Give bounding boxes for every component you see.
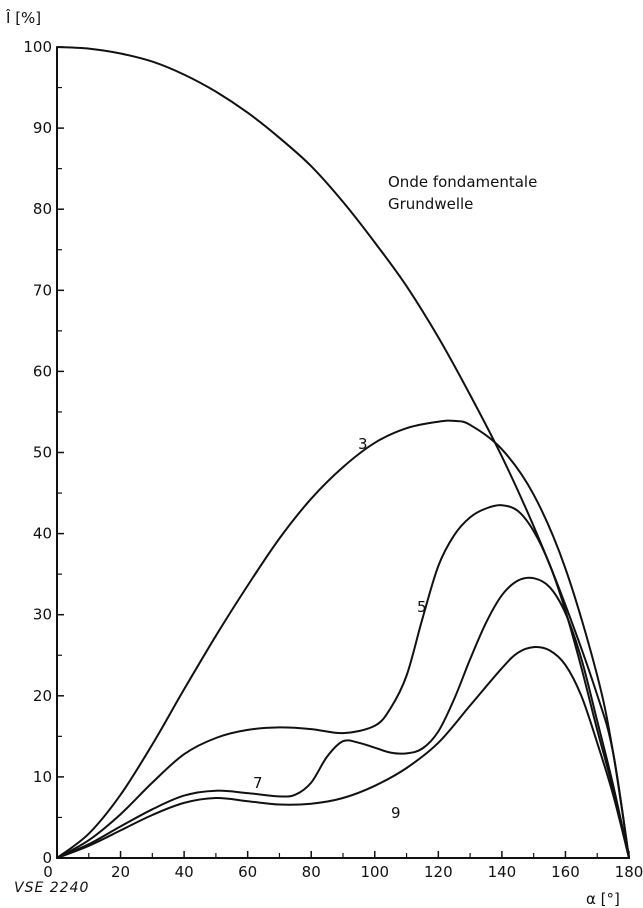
series-line-harmonic-5 (56, 504, 630, 859)
y-tick-label: 90 (33, 119, 52, 137)
y-tick-label: 20 (33, 687, 52, 705)
x-tick-label: 140 (488, 863, 517, 881)
series-line-harmonic-7 (56, 576, 630, 859)
series-label-9: 9 (391, 804, 401, 822)
x-tick-label: 160 (551, 863, 580, 881)
y-axis-ticks: 0 10 20 30 40 50 60 70 80 90 100 (23, 38, 64, 867)
series-line-fundamental (56, 46, 630, 859)
x-tick-label: 60 (238, 863, 257, 881)
series-label-fundamental-line1: Onde fondamentale (388, 173, 537, 191)
series-label-3: 3 (358, 435, 368, 453)
y-tick-label: 70 (33, 281, 52, 299)
series-curves (56, 46, 630, 859)
y-tick-label: 0 (42, 849, 52, 867)
series-line-harmonic-9 (56, 646, 630, 859)
x-tick-label: 80 (302, 863, 321, 881)
figure-reference: VSE 2240 (14, 880, 89, 896)
x-tick-label: 40 (175, 863, 194, 881)
y-tick-label: 100 (23, 38, 52, 56)
x-axis-ticks: 0 20 40 60 80 100 120 140 160 180 (43, 851, 643, 881)
y-tick-label: 60 (33, 362, 52, 380)
x-axis-label: α [°] (586, 890, 620, 908)
series-label-5: 5 (417, 598, 427, 616)
series-line-harmonic-3 (56, 419, 630, 859)
series-label-7: 7 (253, 774, 263, 792)
x-tick-label: 180 (615, 863, 643, 881)
x-tick-label: 120 (424, 863, 453, 881)
x-tick-label: 20 (111, 863, 130, 881)
x-tick-label: 0 (43, 863, 53, 881)
y-tick-label: 10 (33, 768, 52, 786)
y-tick-label: 50 (33, 444, 52, 462)
x-tick-label: 100 (360, 863, 389, 881)
y-tick-label: 30 (33, 606, 52, 624)
series-label-fundamental-line2: Grundwelle (388, 195, 473, 213)
y-axis-label: Î [%] (5, 8, 41, 27)
y-tick-label: 80 (33, 200, 52, 218)
y-tick-label: 40 (33, 525, 52, 543)
